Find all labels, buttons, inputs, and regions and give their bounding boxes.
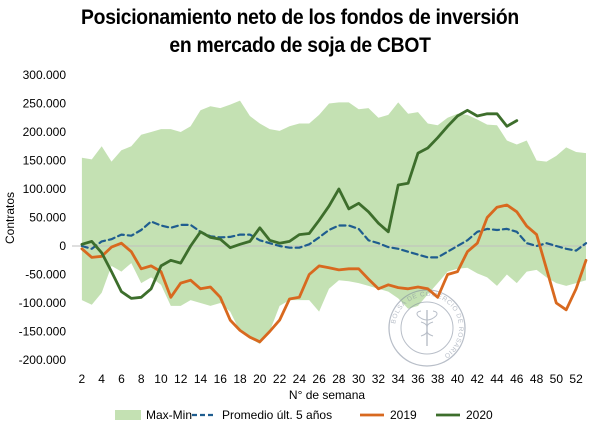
y-tick-label: 200.000: [23, 125, 67, 139]
series-line-2: [80, 108, 519, 300]
seal-emblem-wings: [416, 310, 438, 321]
y-tick-label: 0: [59, 239, 66, 253]
x-tick-label: 12: [174, 372, 188, 386]
seal-inner-ring: [400, 301, 454, 355]
x-tick-label: 38: [431, 372, 445, 386]
x-tick-label: 30: [352, 372, 366, 386]
y-tick-label: -50.000: [25, 268, 66, 282]
y-tick-label: 300.000: [23, 68, 67, 82]
series-line-1: [80, 203, 588, 344]
x-tick-label: 32: [372, 372, 386, 386]
series-line-0: [80, 220, 588, 259]
legend-label: Max-Min: [146, 408, 192, 422]
x-tick-label: 46: [510, 372, 524, 386]
x-tick-label: 22: [273, 372, 287, 386]
y-tick-label: 150.000: [23, 154, 67, 168]
legend: Max-Min Promedio últ. 5 años 2019 2020: [115, 408, 493, 422]
series-layer: [80, 108, 588, 344]
legend-item-3: 2020: [436, 408, 493, 422]
legend-item-1: Promedio últ. 5 años: [192, 408, 332, 422]
y-tick-label: -200.000: [19, 353, 67, 367]
max-min-band: [81, 100, 587, 344]
x-tick-label: 16: [214, 372, 228, 386]
legend-item-2: 2019: [360, 408, 417, 422]
legend-item-0: Max-Min: [115, 408, 192, 422]
legend-label: 2020: [466, 408, 493, 422]
x-tick-label: 26: [312, 372, 326, 386]
y-tick-label: 100.000: [23, 182, 67, 196]
x-tick-label: 44: [490, 372, 504, 386]
legend-label: 2019: [390, 408, 417, 422]
x-tick-label: 8: [138, 372, 145, 386]
x-tick-label: 36: [411, 372, 425, 386]
x-tick-label: 50: [550, 372, 564, 386]
chart-title-line-2: en mercado de soja de CBOT: [169, 34, 431, 57]
x-tick-label: 2: [79, 372, 86, 386]
x-tick-label: 52: [569, 372, 583, 386]
y-tick-label: 250.000: [23, 97, 67, 111]
x-tick-label: 18: [233, 372, 247, 386]
y-axis-title: Contratos: [3, 192, 17, 244]
y-tick-label: 50.000: [29, 211, 66, 225]
max-min-band-layer: [81, 100, 587, 344]
y-axis: -200.000 -150.000 -100.000 -50.000 0 50.000 10…: [19, 68, 67, 367]
x-tick-label: 42: [471, 372, 485, 386]
watermark-seal: BOLSA DE COMERCIO DE ROSARIO: [388, 289, 466, 367]
x-tick-label: 20: [253, 372, 267, 386]
x-tick-label: 10: [154, 372, 168, 386]
x-tick-label: 40: [451, 372, 465, 386]
legend-swatch: [115, 410, 141, 420]
x-axis-title: N° de semana: [289, 388, 365, 402]
y-tick-label: -150.000: [19, 325, 67, 339]
x-tick-label: 4: [98, 372, 105, 386]
seal-emblem-serpents: [420, 321, 434, 337]
x-tick-label: 24: [293, 372, 307, 386]
x-tick-label: 14: [194, 372, 208, 386]
x-tick-label: 48: [530, 372, 544, 386]
x-tick-label: 34: [392, 372, 406, 386]
chart-title-line-1: Posicionamiento neto de los fondos de in…: [81, 6, 519, 29]
x-tick-label: 6: [118, 372, 125, 386]
x-tick-label: 28: [332, 372, 346, 386]
y-tick-label: -100.000: [19, 296, 67, 310]
legend-label: Promedio últ. 5 años: [222, 408, 332, 422]
x-axis: 2 4 6 8 10 12 14 16 18 20 22 24 26 28 30 32 34 36 38 40 42 44…: [79, 372, 584, 386]
